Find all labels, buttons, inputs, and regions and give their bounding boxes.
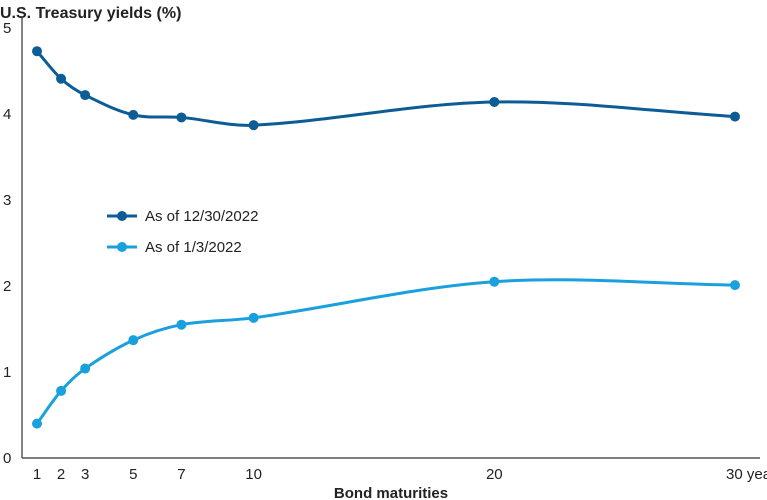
series-line-dec-2022: [35, 49, 737, 127]
x-tick-label-2: 2: [57, 466, 65, 483]
legend-label-jan-2022: As of 1/3/2022: [145, 239, 242, 256]
x-tick-label-10: 10: [245, 466, 262, 483]
data-point-jan-2022-2: [56, 385, 67, 396]
y-tick-label-0: 0: [3, 450, 11, 467]
series-line-jan-2022: [35, 278, 737, 426]
x-tick-label-20: 20: [486, 466, 503, 483]
x-tick-label-5: 5: [129, 466, 137, 483]
series-layer: [32, 46, 740, 429]
y-tick-label-5: 5: [3, 20, 11, 37]
y-ticks-layer: 0 1 2 3 4 5: [3, 20, 11, 467]
legend-item-jan-2022: As of 1/3/2022: [107, 239, 242, 256]
data-point-jan-2022-7: [176, 319, 187, 330]
series-dec-2022: [32, 46, 740, 131]
data-point-dec-2022-1: [32, 46, 42, 57]
x-tick-label-7: 7: [177, 466, 185, 483]
y-tick-label-2: 2: [3, 278, 11, 295]
data-point-dec-2022-2: [56, 73, 67, 84]
data-point-jan-2022-5: [128, 335, 139, 346]
x-tick-label-30-year: 30 year: [726, 466, 767, 483]
legend-label-dec-2022: As of 12/30/2022: [145, 208, 258, 225]
x-tick-label-3: 3: [81, 466, 89, 483]
x-ticks-layer: 123 5 7 10 20 30 year: [33, 466, 767, 483]
data-point-dec-2022-7: [176, 112, 187, 123]
legend-marker-jan-2022: [117, 242, 127, 252]
series-jan-2022: [32, 276, 740, 429]
data-point-jan-2022-1: [32, 418, 42, 429]
data-point-jan-2022-10: [248, 312, 259, 323]
data-point-jan-2022-30-year: [730, 280, 740, 291]
data-point-dec-2022-30-year: [730, 111, 740, 122]
y-tick-label-1: 1: [3, 364, 11, 381]
data-point-dec-2022-3: [80, 90, 91, 101]
data-point-dec-2022-20: [489, 96, 500, 107]
data-point-jan-2022-20: [489, 276, 500, 287]
data-point-dec-2022-5: [128, 109, 139, 120]
legend-item-dec-2022: As of 12/30/2022: [107, 208, 258, 225]
x-axis-title: Bond maturities: [334, 485, 448, 500]
legend-marker-dec-2022: [117, 211, 127, 221]
legend: As of 12/30/2022 As of 1/3/2022: [107, 208, 258, 256]
y-tick-label-3: 3: [3, 192, 11, 209]
data-point-dec-2022-10: [248, 120, 259, 131]
axes-layer: [21, 18, 760, 459]
x-tick-label-1: 1: [33, 466, 41, 483]
data-point-jan-2022-3: [80, 363, 91, 374]
y-tick-label-4: 4: [3, 106, 11, 123]
chart-title: U.S. Treasury yields (%): [0, 5, 181, 22]
